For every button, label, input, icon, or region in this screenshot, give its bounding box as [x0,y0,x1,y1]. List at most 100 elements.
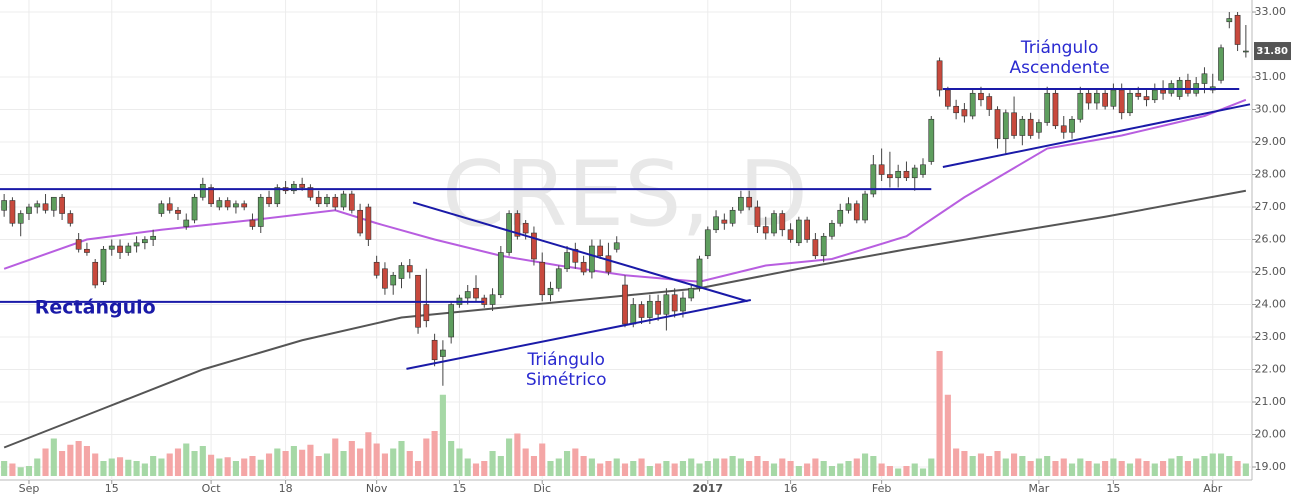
volume-bar [224,457,231,476]
volume-bar [464,458,471,476]
candle-body [787,229,794,240]
volume-bar [1242,463,1249,476]
volume-bar [315,456,322,476]
candle-body [969,92,976,117]
y-tick-label: 25.00 [1255,265,1287,278]
volume-bar [439,394,446,476]
candle-body [613,242,620,250]
volume-bar [853,458,860,476]
x-tick-label: Dic [533,482,551,495]
volume-bar [1226,456,1233,476]
candle-body [373,261,380,276]
candle-body [67,213,74,224]
volume-bar [1060,458,1067,476]
annotation: Triángulo [526,350,604,370]
candle-body [771,213,777,234]
volume-bar [655,463,662,476]
volume-bar [522,448,529,476]
volume-bar [332,438,339,476]
volume-bar [878,463,885,476]
volume-bar [1176,456,1183,476]
volume-bar [506,438,513,476]
volume-bar [621,463,629,476]
candle-body [920,164,926,175]
candle-body [117,245,123,253]
volume-bar [357,448,364,476]
volume-bar [282,451,289,476]
candle-body [9,200,16,224]
candle-body [862,193,868,221]
candle-body [746,196,753,208]
candle-body [299,183,306,188]
volume-bar [1019,456,1026,476]
y-tick-label: 26.00 [1255,233,1287,246]
candle-body [903,170,910,179]
candle-body [572,248,579,263]
volume-bar [688,458,695,476]
candle-body [241,203,248,208]
candle-body [762,226,769,234]
volume-bar [431,431,438,476]
volume-bar [712,458,720,476]
candle-body [191,196,198,221]
volume-bar [481,461,488,476]
volume-bar [108,458,115,476]
volume-bar [1193,458,1200,476]
volume-bar [133,461,140,476]
moving-average [3,189,1247,449]
volume-bar [1135,458,1142,476]
volume-bar [1093,463,1100,476]
candle-body [646,300,653,318]
volume-bar [588,458,595,476]
candle-body [1226,18,1233,23]
volume-bar [828,466,836,476]
volume-bar [50,438,57,476]
candle-body [166,203,173,211]
candle-body [1019,118,1026,136]
candle-body [291,183,297,192]
volume-bar [423,438,430,476]
volume-bar [671,463,678,476]
candle-body [630,304,637,325]
candle-body [1185,79,1191,94]
candle-body [853,203,860,221]
volume-bar [862,453,869,476]
volume-bar [25,466,33,476]
candle-body [1234,14,1241,45]
candle-body [820,235,827,257]
x-tick-label: 18 [279,482,293,495]
x-tick-label: Abr [1203,482,1223,495]
candle-body [1044,92,1051,123]
candle-body [1027,118,1034,136]
candle-body [17,213,24,224]
volume-bar [150,456,157,476]
volume-bar [605,461,612,476]
candle-body [738,196,744,211]
volume-bar [795,466,802,476]
volume-bar [398,441,405,476]
volume-bar [456,448,463,476]
volume-bar [1126,463,1134,476]
volume-bar [1077,458,1084,476]
candle-body [108,245,115,250]
volume-bar [572,448,579,476]
volume-bar [696,463,703,476]
volume-bar [191,451,198,476]
volume-bar [249,456,256,476]
candle-body [655,300,661,315]
candle-body [638,304,645,318]
volume-bar [663,461,670,476]
candle-body [257,196,264,227]
candle-body [1052,92,1059,127]
candle-body [183,219,190,227]
candle-body [887,174,893,179]
candle-body [878,164,885,175]
candle-body [713,216,719,231]
volume-bar [770,463,778,476]
candle-body [1,200,8,211]
y-tick-label: 31.00 [1255,70,1287,83]
volume-bar [1027,461,1034,476]
candle-body [1143,96,1150,101]
candle-body [1011,112,1017,136]
